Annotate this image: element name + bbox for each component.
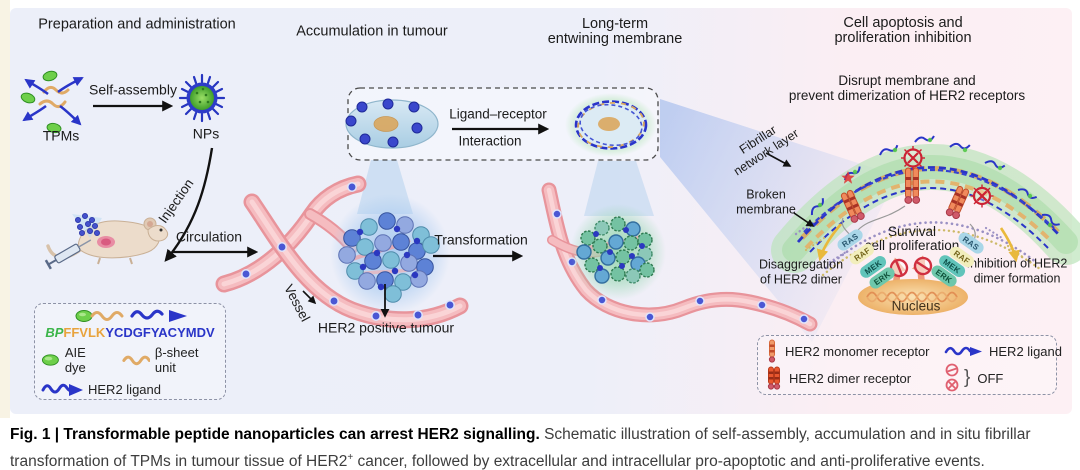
fibrillar-pointer-arrow [765,152,792,167]
legend-peptide-components: BPFFVLKYCDGFYACYMDV AIE dye β-sheet unit… [34,303,226,400]
legend-dimer-item: HER2 dimer receptor [766,366,944,390]
label-self-assembly: Self-assembly [89,81,177,98]
legend-ligand-item: HER2 ligand [944,344,1062,359]
caption-line-2: transformation of TPMs in tumour tissue … [10,451,985,470]
heading-entwining: Long-term entwining membrane [547,16,683,47]
label-nps: NPs [192,125,220,142]
yellow-arrow-right [999,227,1020,263]
peptide-sequence: BPFFVLKYCDGFYACYMDV [45,325,215,340]
label-tpms: TPMs [42,127,80,144]
cell-membrane-bilayer [794,220,1042,277]
fibrillar-network-layer [771,135,1080,273]
label-interaction: Interaction [458,133,522,149]
her2-ligand-icon [41,383,83,396]
nps-nanoparticle [178,73,226,123]
vessel-1 [215,175,469,329]
vessel-1-nanoparticles [241,182,455,321]
page-edge-strip [0,0,10,418]
her2-receptor-right [945,185,970,220]
label-ligand-receptor: Ligand–receptor [449,106,547,122]
figure-panel-background [10,8,1072,414]
label-disaggregation: Disaggregation of HER2 dimer [758,257,844,287]
prohibition-icon-left [889,258,909,278]
heading-preparation: Preparation and administration [38,16,236,33]
label-nucleus: Nucleus [891,298,941,314]
figure-artwork [20,70,1080,342]
her2-positive-tumour-cluster [330,194,450,314]
her2-ligand-label: HER2 ligand [88,381,161,397]
legend-off-label: OFF [977,370,1004,386]
label-broken-membrane: Broken membrane [736,187,796,217]
prohibition-icon-right [913,256,933,276]
legend-dimer-label: HER2 dimer receptor [789,370,912,386]
beta-sheet-icon [122,355,150,366]
legend-monomer-label: HER2 monomer receptor [785,343,930,359]
label-transformation: Transformation [434,231,528,248]
subheading-disrupt-membrane: Disrupt membrane and prevent dimerizatio… [788,73,1026,103]
heading-accumulation: Accumulation in tumour [296,23,448,40]
syringe-icon [44,212,102,270]
injection-arrow [164,147,214,262]
yellow-arrow-left [816,223,842,262]
her2-monomer-icon [768,339,776,363]
cell-with-nps [345,98,439,149]
broken-membrane-pointer-arrow [793,212,815,227]
disruption-starburst-icon [841,171,855,184]
off-brace: } [964,367,971,388]
label-inhibition: Inhibition of HER2 dimer formation [966,256,1068,286]
legend-receptors: HER2 monomer receptor HER2 ligand HER2 d… [757,335,1062,395]
entwined-membrane-cell [565,93,657,157]
tpms-molecule [20,70,84,134]
aie-dye-label: AIE dye [64,345,86,375]
her2-ligand-icon-small [944,346,982,356]
vessel-pointer-arrow [302,290,317,305]
heading-apoptosis: Cell apoptosis and proliferation inhibit… [834,15,972,46]
nucleus [858,279,968,315]
off-symbols-icon [945,363,959,392]
her2-dimer-icon [767,366,781,390]
beta-sheet-label: β-sheet unit [154,345,199,375]
transformed-tumour-cluster [570,204,666,300]
legend-off-item: } OFF [944,363,1062,393]
tpm-construct-icon [75,309,187,322]
off-crossed-icon-right [970,184,994,208]
off-crossed-icon-center [901,146,925,170]
her2-receptor-disaggregated [840,189,865,223]
caption-line-1: Fig. 1 | Transformable peptide nanoparti… [10,426,1031,443]
aie-dye-icon [41,354,59,366]
her2-receptor-center [904,167,921,204]
label-her2-positive-tumour: HER2 positive tumour [317,319,455,336]
figure-caption: Fig. 1 | Transformable peptide nanoparti… [10,424,1078,470]
broken-membrane-fragments [794,220,1026,264]
label-survival-proliferation: Survival cell proliferation [864,224,960,253]
injected-nanoparticles [75,212,101,236]
label-circulation: Circulation [175,228,243,245]
legend-ligand-label: HER2 ligand [989,343,1062,359]
legend-monomer-item: HER2 monomer receptor [766,339,944,363]
